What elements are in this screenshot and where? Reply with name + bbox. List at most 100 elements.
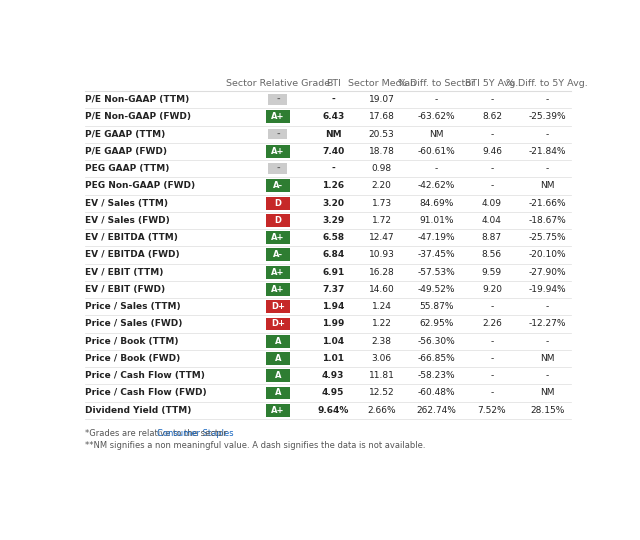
Text: D: D xyxy=(275,199,282,208)
Text: NM: NM xyxy=(429,130,444,139)
Text: EV / Sales (TTM): EV / Sales (TTM) xyxy=(85,199,168,208)
Text: % Diff. to 5Y Avg.: % Diff. to 5Y Avg. xyxy=(506,79,588,89)
Text: Price / Book (FWD): Price / Book (FWD) xyxy=(85,354,180,363)
Text: 1.24: 1.24 xyxy=(372,302,392,311)
Text: A+: A+ xyxy=(271,268,285,276)
Text: -: - xyxy=(490,388,493,397)
Text: -: - xyxy=(546,164,549,173)
Text: P/E GAAP (TTM): P/E GAAP (TTM) xyxy=(85,130,165,139)
FancyBboxPatch shape xyxy=(266,387,290,400)
Text: sector: sector xyxy=(198,429,227,438)
Text: % Diff. to Sector: % Diff. to Sector xyxy=(397,79,475,89)
Text: A+: A+ xyxy=(271,285,285,294)
Text: *Grades are relative to the: *Grades are relative to the xyxy=(85,429,200,438)
Text: -63.62%: -63.62% xyxy=(417,112,455,122)
Text: 3.06: 3.06 xyxy=(371,354,392,363)
Text: 12.52: 12.52 xyxy=(369,388,394,397)
FancyBboxPatch shape xyxy=(266,248,290,261)
Text: EV / EBITDA (TTM): EV / EBITDA (TTM) xyxy=(85,233,178,242)
Text: 84.69%: 84.69% xyxy=(419,199,453,208)
Text: 1.73: 1.73 xyxy=(371,199,392,208)
Text: D+: D+ xyxy=(271,302,285,311)
Text: -: - xyxy=(276,164,280,173)
FancyBboxPatch shape xyxy=(266,369,290,382)
Text: 2.20: 2.20 xyxy=(372,181,392,191)
Text: 20.53: 20.53 xyxy=(369,130,394,139)
Text: 62.95%: 62.95% xyxy=(419,320,453,328)
FancyBboxPatch shape xyxy=(266,352,290,365)
Text: -37.45%: -37.45% xyxy=(417,251,455,259)
Text: 1.04: 1.04 xyxy=(322,337,344,346)
FancyBboxPatch shape xyxy=(269,94,287,105)
Text: 1.01: 1.01 xyxy=(322,354,344,363)
Text: Sector Relative Grade: Sector Relative Grade xyxy=(226,79,330,89)
Text: -: - xyxy=(546,95,549,104)
Text: -: - xyxy=(546,337,549,346)
Text: -25.75%: -25.75% xyxy=(529,233,566,242)
Text: -: - xyxy=(435,164,438,173)
Text: 4.93: 4.93 xyxy=(322,371,344,380)
Text: 262.74%: 262.74% xyxy=(416,406,456,415)
Text: NM: NM xyxy=(540,354,554,363)
Text: -27.90%: -27.90% xyxy=(529,268,566,276)
Text: 6.43: 6.43 xyxy=(322,112,344,122)
Text: -21.84%: -21.84% xyxy=(529,147,566,156)
Text: 28.15%: 28.15% xyxy=(530,406,564,415)
Text: -60.48%: -60.48% xyxy=(417,388,455,397)
FancyBboxPatch shape xyxy=(266,145,290,158)
FancyBboxPatch shape xyxy=(266,179,290,192)
Text: -: - xyxy=(332,95,335,104)
Text: -56.30%: -56.30% xyxy=(417,337,455,346)
Text: 2.26: 2.26 xyxy=(482,320,502,328)
Text: Price / Cash Flow (TTM): Price / Cash Flow (TTM) xyxy=(85,371,205,380)
Text: -66.85%: -66.85% xyxy=(417,354,455,363)
Text: -58.23%: -58.23% xyxy=(417,371,455,380)
Text: -: - xyxy=(490,302,493,311)
Text: 9.64%: 9.64% xyxy=(317,406,349,415)
Text: 18.78: 18.78 xyxy=(369,147,394,156)
Text: -: - xyxy=(490,95,493,104)
Text: 19.07: 19.07 xyxy=(369,95,394,104)
Text: 6.91: 6.91 xyxy=(322,268,344,276)
FancyBboxPatch shape xyxy=(269,164,287,174)
Text: Price / Cash Flow (FWD): Price / Cash Flow (FWD) xyxy=(85,388,207,397)
Text: 0.98: 0.98 xyxy=(371,164,392,173)
FancyBboxPatch shape xyxy=(266,266,290,279)
Text: NM: NM xyxy=(540,388,554,397)
Text: 7.40: 7.40 xyxy=(322,147,344,156)
Text: 4.95: 4.95 xyxy=(322,388,344,397)
FancyBboxPatch shape xyxy=(266,404,290,417)
Text: P/E GAAP (FWD): P/E GAAP (FWD) xyxy=(85,147,167,156)
Text: D+: D+ xyxy=(271,320,285,328)
Text: A: A xyxy=(275,337,281,346)
FancyBboxPatch shape xyxy=(266,214,290,227)
Text: BTI: BTI xyxy=(326,79,340,89)
Text: Dividend Yield (TTM): Dividend Yield (TTM) xyxy=(85,406,191,415)
Text: -60.61%: -60.61% xyxy=(417,147,455,156)
Text: NM: NM xyxy=(540,181,554,191)
Text: EV / Sales (FWD): EV / Sales (FWD) xyxy=(85,216,170,225)
Text: 3.20: 3.20 xyxy=(322,199,344,208)
Text: PEG GAAP (TTM): PEG GAAP (TTM) xyxy=(85,164,170,173)
Text: -20.10%: -20.10% xyxy=(529,251,566,259)
Text: 6.58: 6.58 xyxy=(322,233,344,242)
FancyBboxPatch shape xyxy=(266,318,290,330)
Text: -49.52%: -49.52% xyxy=(417,285,455,294)
Text: 9.20: 9.20 xyxy=(482,285,502,294)
Text: 7.52%: 7.52% xyxy=(477,406,506,415)
Text: 2.38: 2.38 xyxy=(372,337,392,346)
Text: 1.94: 1.94 xyxy=(322,302,344,311)
Text: -: - xyxy=(276,130,280,139)
Text: 14.60: 14.60 xyxy=(369,285,394,294)
FancyBboxPatch shape xyxy=(266,335,290,348)
FancyBboxPatch shape xyxy=(269,129,287,139)
Text: -57.53%: -57.53% xyxy=(417,268,455,276)
FancyBboxPatch shape xyxy=(266,283,290,296)
Text: Price / Sales (TTM): Price / Sales (TTM) xyxy=(85,302,180,311)
Text: 4.04: 4.04 xyxy=(482,216,502,225)
Text: -: - xyxy=(490,130,493,139)
Text: 2.66%: 2.66% xyxy=(367,406,396,415)
Text: Price / Book (TTM): Price / Book (TTM) xyxy=(85,337,179,346)
Text: 91.01%: 91.01% xyxy=(419,216,453,225)
Text: -21.66%: -21.66% xyxy=(529,199,566,208)
